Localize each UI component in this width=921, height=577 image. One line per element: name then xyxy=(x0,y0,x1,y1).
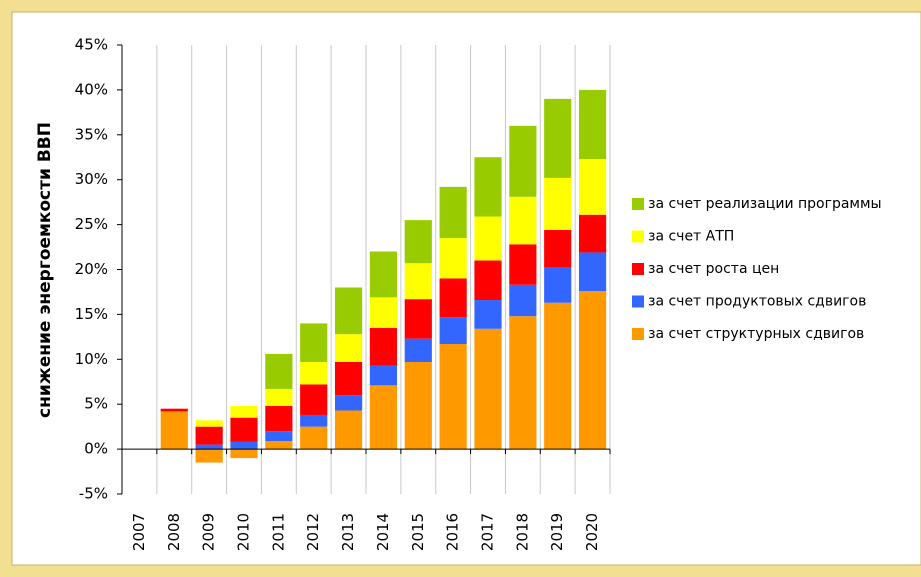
bar-segment xyxy=(404,263,432,300)
bar-segment xyxy=(160,408,188,412)
y-tick-label: 15% xyxy=(75,305,108,323)
y-tick-label: 35% xyxy=(75,125,108,143)
legend-swatch xyxy=(632,328,644,340)
x-tick-label: 2010 xyxy=(235,513,253,551)
bar-segment xyxy=(334,395,363,411)
x-tick-label: 2017 xyxy=(479,513,497,551)
x-tick-label: 2013 xyxy=(339,513,357,551)
bar-segment xyxy=(509,316,537,450)
bar-segment xyxy=(334,361,363,396)
x-tick-label: 2014 xyxy=(374,513,392,551)
y-tick-label: -5% xyxy=(79,485,108,503)
bar-segment xyxy=(195,420,223,427)
y-tick-label: 45% xyxy=(75,36,108,54)
legend-swatch xyxy=(632,295,644,308)
bar-segment xyxy=(544,267,572,303)
bar-segment xyxy=(369,297,398,328)
x-tick-label: 2007 xyxy=(130,513,148,551)
bar-segment xyxy=(334,287,363,335)
bar-segment xyxy=(474,328,502,450)
bar-segment xyxy=(369,251,398,298)
legend-swatch xyxy=(632,230,644,243)
bar-segment xyxy=(404,361,432,450)
bar-segment xyxy=(369,365,398,386)
bar-segment xyxy=(300,414,328,427)
legend-label: за счет роста цен xyxy=(648,261,779,277)
x-tick-label: 2008 xyxy=(165,513,183,551)
x-tick-label: 2015 xyxy=(409,513,427,551)
bar-segment xyxy=(334,410,363,450)
x-tick-label: 2016 xyxy=(444,513,462,551)
x-tick-label: 2019 xyxy=(548,513,566,551)
bar-segment xyxy=(544,229,572,268)
bar-segment xyxy=(230,405,258,418)
bar-segment xyxy=(474,300,502,329)
x-tick-label: 2020 xyxy=(583,513,601,551)
bar-segment xyxy=(230,449,258,459)
bar-segment xyxy=(334,334,363,362)
legend-swatch xyxy=(632,198,644,210)
bar-segment xyxy=(474,260,502,301)
bar-segment xyxy=(439,278,467,318)
bar-segment xyxy=(578,252,607,292)
y-axis-label: снижение энергоемкости ВВП xyxy=(35,122,55,418)
bar-segment xyxy=(300,384,328,415)
y-tick-label: 5% xyxy=(84,395,108,413)
x-tick-label: 2009 xyxy=(200,513,218,551)
legend-label: за счет продуктовых сдвигов xyxy=(648,294,866,310)
bar-segment xyxy=(300,323,328,362)
y-tick-label: 25% xyxy=(75,215,108,233)
y-tick-label: 40% xyxy=(75,80,108,98)
bar-segment xyxy=(404,220,432,264)
y-tick-label: 20% xyxy=(75,260,108,278)
bar-segment xyxy=(544,98,572,178)
bar-segment xyxy=(195,426,223,445)
bar-segment xyxy=(300,361,328,385)
bar-segment xyxy=(578,291,607,450)
bar-segment xyxy=(578,89,607,160)
legend-label: за счет реализации программы xyxy=(648,196,882,212)
bar-segment xyxy=(578,159,607,215)
x-tick-label: 2018 xyxy=(513,513,531,551)
bar-segment xyxy=(265,431,293,442)
bar-segment xyxy=(300,426,328,450)
bar-segment xyxy=(195,444,223,450)
bar-segment xyxy=(439,186,467,239)
bar-segment xyxy=(265,405,293,432)
bar-segment xyxy=(474,157,502,217)
bar-segment xyxy=(509,244,537,285)
bar-segment xyxy=(404,338,432,362)
bar-segment xyxy=(439,317,467,345)
bar-segment xyxy=(578,214,607,253)
bar-segment xyxy=(509,196,537,245)
bar-segment xyxy=(230,441,258,450)
bar-segment xyxy=(230,417,258,442)
bar-segment xyxy=(265,353,293,389)
y-tick-label: 10% xyxy=(75,350,108,368)
bar-segment xyxy=(265,388,293,406)
y-tick-label: 30% xyxy=(75,170,108,188)
bar-segment xyxy=(544,302,572,450)
legend-label: за счет структурных сдвигов xyxy=(648,326,864,342)
bar-segment xyxy=(369,385,398,450)
x-tick-label: 2011 xyxy=(269,513,287,551)
bar-segment xyxy=(265,441,293,450)
bar-segment xyxy=(509,125,537,197)
bar-segment xyxy=(369,327,398,366)
y-tick-label: 0% xyxy=(84,440,108,458)
bar-segment xyxy=(439,238,467,279)
bar-segment xyxy=(474,216,502,261)
bar-segment xyxy=(509,284,537,317)
bar-segment xyxy=(404,299,432,339)
bar-segment xyxy=(160,411,188,450)
legend-swatch xyxy=(632,263,644,275)
legend-label: за счет АТП xyxy=(648,229,734,245)
bar-segment xyxy=(544,177,572,230)
x-tick-label: 2012 xyxy=(304,513,322,551)
bar-segment xyxy=(195,449,223,463)
bar-segment xyxy=(439,344,467,450)
